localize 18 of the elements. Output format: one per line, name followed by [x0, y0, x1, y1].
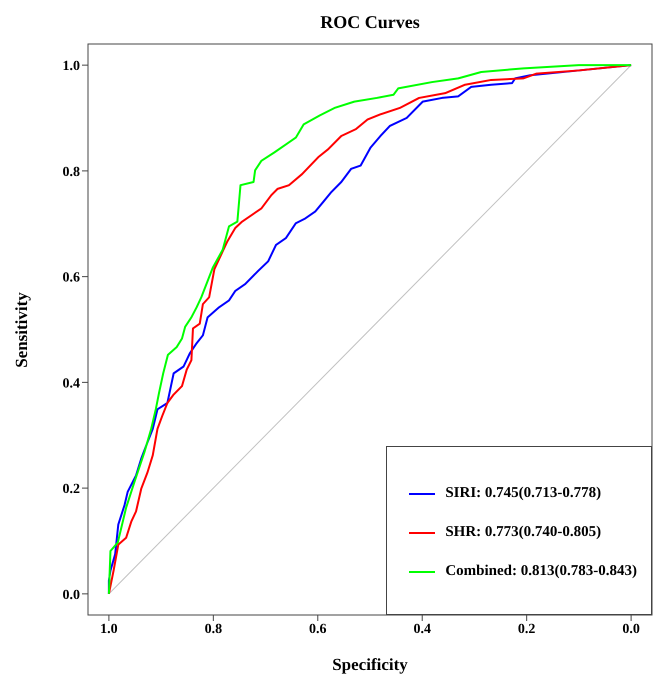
x-tick-label: 0.6: [309, 622, 327, 637]
y-tick-label: 1.0: [62, 59, 80, 74]
x-tick-label: 0.2: [518, 622, 536, 637]
legend-label: Combined: 0.813(0.783-0.843): [445, 563, 637, 580]
x-tick-label: 0.8: [204, 622, 222, 637]
y-tick-label: 0.6: [62, 270, 80, 286]
legend-label: SIRI: 0.745(0.713-0.778): [445, 485, 602, 502]
x-tick-label: 1.0: [100, 622, 118, 637]
x-tick-label: 0.4: [413, 622, 431, 637]
x-axis-title: Specificity: [331, 655, 409, 675]
y-tick-label: 0.8: [62, 164, 80, 180]
y-tick-label: 0.2: [62, 482, 80, 498]
x-tick-label: 0.0: [622, 622, 640, 637]
y-tick-label: 0.4: [62, 376, 80, 392]
y-axis-title: Sensitivity: [12, 292, 32, 368]
y-tick-label: 0.0: [62, 588, 80, 603]
chart-title: ROC Curves: [319, 12, 421, 33]
legend-label: SHR: 0.773(0.740-0.805): [445, 524, 602, 541]
